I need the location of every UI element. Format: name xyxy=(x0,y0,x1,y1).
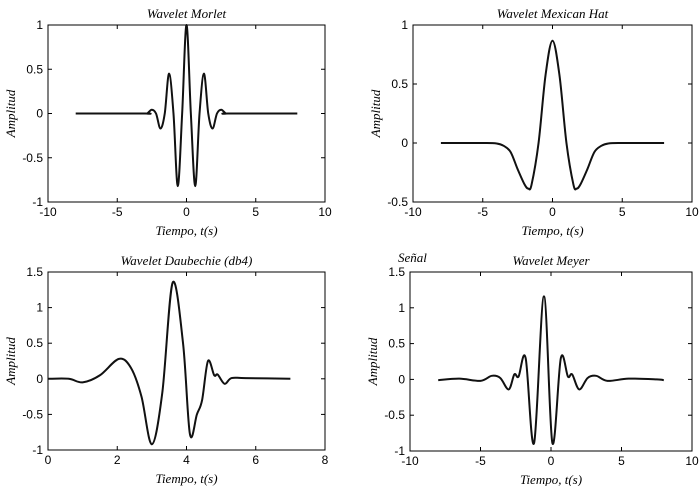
x-tick-label: 5 xyxy=(252,205,259,219)
y-tick-label: -0.5 xyxy=(387,195,408,209)
y-axis-label: Amplitud xyxy=(3,89,18,138)
chart-title: Wavelet Meyer xyxy=(512,253,590,268)
chart-title: Wavelet Morlet xyxy=(147,6,227,21)
subplot-3: 0 2 4 6 8 -1 -0.5 0 0.5 1 1.5 Wavelet Daubechie (db… xyxy=(3,253,329,486)
x-tick-label: 10 xyxy=(318,205,332,219)
x-tick-label: -10 xyxy=(404,205,422,219)
chart-title: Wavelet Daubechie (db4) xyxy=(121,253,253,268)
y-tick-label: 1 xyxy=(401,18,408,32)
x-tick-label: -5 xyxy=(112,205,123,219)
y-tick-label: 0 xyxy=(401,136,408,150)
x-tick-label: 10 xyxy=(685,205,699,219)
y-tick-label: -0.5 xyxy=(22,151,43,165)
x-tick-label: 5 xyxy=(619,205,626,219)
y-tick-label: 0.5 xyxy=(391,77,408,91)
x-tick-label: 8 xyxy=(322,453,329,467)
y-axis-label: Amplitud xyxy=(368,89,383,138)
wavelet-series-line xyxy=(440,39,665,191)
axes-box xyxy=(412,24,693,203)
y-tick-label: 1.5 xyxy=(26,265,43,279)
annotation-label: Señal xyxy=(398,250,427,265)
y-axis-label: Amplitud xyxy=(3,337,18,386)
x-tick-label: 0 xyxy=(45,453,52,467)
x-tick-label: 4 xyxy=(183,453,190,467)
x-tick-label: 0 xyxy=(549,205,556,219)
x-tick-label: -10 xyxy=(39,205,57,219)
y-tick-label: -0.5 xyxy=(22,407,43,421)
y-tick-label: 0.5 xyxy=(26,62,43,76)
wavelet-series-line xyxy=(75,24,298,188)
subplot-2: -10 -5 0 5 10 -0.5 0 0.5 1 Wavelet Mexican Hat Tie… xyxy=(368,6,699,238)
axes-box xyxy=(47,271,326,451)
y-tick-label: -1 xyxy=(32,443,43,457)
y-tick-label: 1 xyxy=(36,301,43,315)
x-tick-label: 10 xyxy=(685,454,699,468)
wavelet-series-line xyxy=(47,280,291,446)
x-axis-label: Tiempo, t(s) xyxy=(155,223,217,238)
wavelet-series-line xyxy=(438,295,664,445)
y-tick-label: -0.5 xyxy=(384,408,405,422)
x-tick-label: -10 xyxy=(401,454,419,468)
subplot-1: -10 -5 0 5 10 -1 -0.5 0 0.5 1 Wavelet Morlet Tiempo… xyxy=(3,6,332,238)
x-tick-label: -5 xyxy=(475,454,486,468)
y-tick-label: 0 xyxy=(398,372,405,386)
y-tick-label: 0.5 xyxy=(388,337,405,351)
y-tick-label: 1 xyxy=(36,18,43,32)
y-tick-label: -1 xyxy=(32,195,43,209)
y-axis-label: Amplitud xyxy=(365,337,380,386)
x-tick-label: 6 xyxy=(252,453,259,467)
y-tick-label: 1.5 xyxy=(388,265,405,279)
x-tick-label: -5 xyxy=(477,205,488,219)
y-tick-label: 1 xyxy=(398,301,405,315)
x-axis-label: Tiempo, t(s) xyxy=(521,223,583,238)
y-tick-label: -1 xyxy=(394,444,405,458)
subplot-4: -10 -5 0 5 10 -1 -0.5 0 0.5 1 1.5 Wavelet Meyer Tiem… xyxy=(365,250,699,486)
y-tick-label: 0.5 xyxy=(26,336,43,350)
x-tick-label: 2 xyxy=(114,453,121,467)
y-tick-label: 0 xyxy=(36,107,43,121)
chart-title: Wavelet Mexican Hat xyxy=(497,6,609,21)
x-tick-label: 5 xyxy=(618,454,625,468)
x-tick-label: 0 xyxy=(548,454,555,468)
y-tick-label: 0 xyxy=(36,372,43,386)
x-tick-label: 0 xyxy=(183,205,190,219)
x-axis-label: Tiempo, t(s) xyxy=(155,471,217,486)
x-axis-label: Tiempo, t(s) xyxy=(520,472,582,486)
